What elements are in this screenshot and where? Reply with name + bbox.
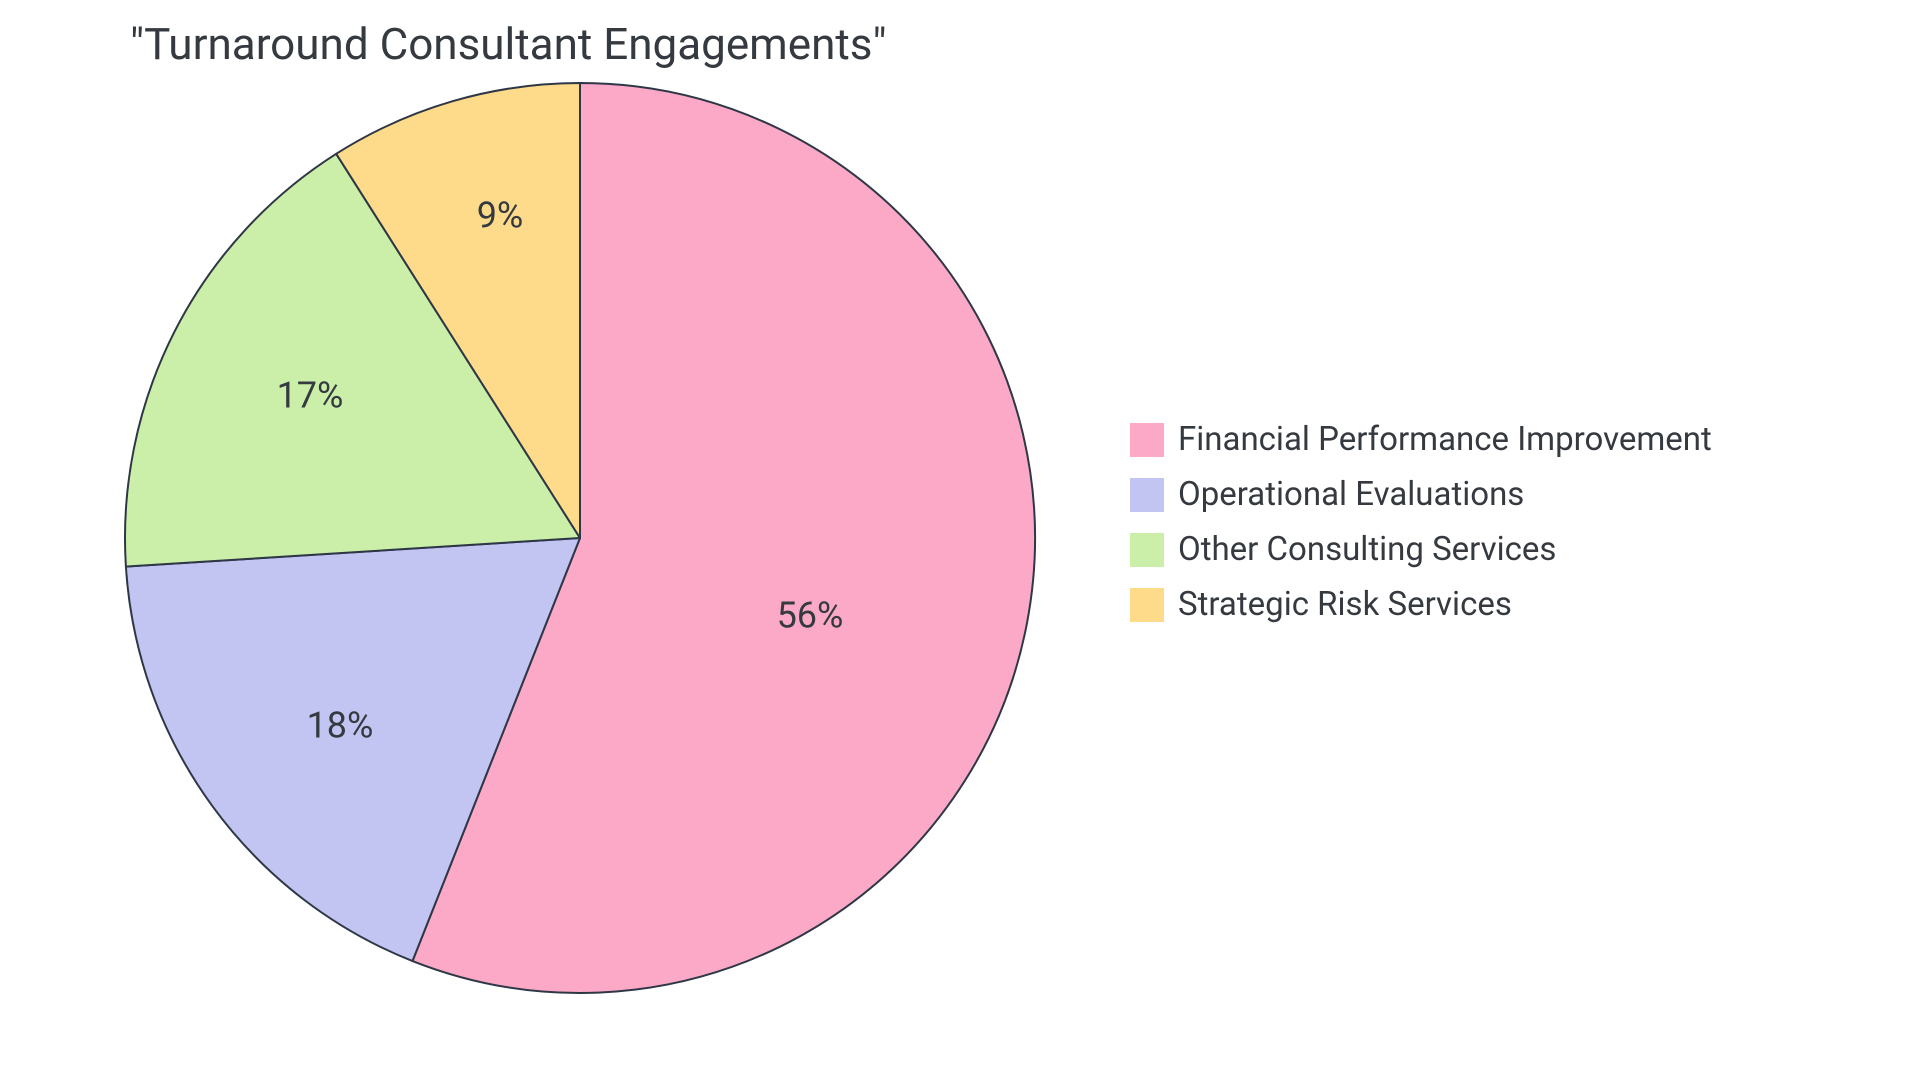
legend: Financial Performance Improvement Operati… — [1130, 420, 1712, 624]
legend-item: Other Consulting Services — [1130, 530, 1712, 569]
slice-label: 17% — [277, 375, 344, 417]
legend-label: Financial Performance Improvement — [1178, 420, 1712, 459]
chart-title: "Turnaround Consultant Engagements" — [130, 18, 887, 70]
legend-label: Strategic Risk Services — [1178, 585, 1512, 624]
pie-chart: 56% 18% 17% 9% — [121, 79, 1039, 1001]
legend-label: Operational Evaluations — [1178, 475, 1524, 514]
slice-label: 18% — [307, 705, 374, 747]
chart-container: "Turnaround Consultant Engagements" 56% 1… — [0, 0, 1920, 1080]
slice-label: 56% — [777, 595, 844, 637]
pie-svg: 56% 18% 17% 9% — [121, 79, 1039, 997]
legend-swatch — [1130, 533, 1164, 567]
legend-swatch — [1130, 478, 1164, 512]
slice-label: 9% — [477, 195, 524, 237]
legend-item: Strategic Risk Services — [1130, 585, 1712, 624]
legend-item: Financial Performance Improvement — [1130, 420, 1712, 459]
legend-label: Other Consulting Services — [1178, 530, 1556, 569]
legend-item: Operational Evaluations — [1130, 475, 1712, 514]
legend-swatch — [1130, 423, 1164, 457]
legend-swatch — [1130, 588, 1164, 622]
